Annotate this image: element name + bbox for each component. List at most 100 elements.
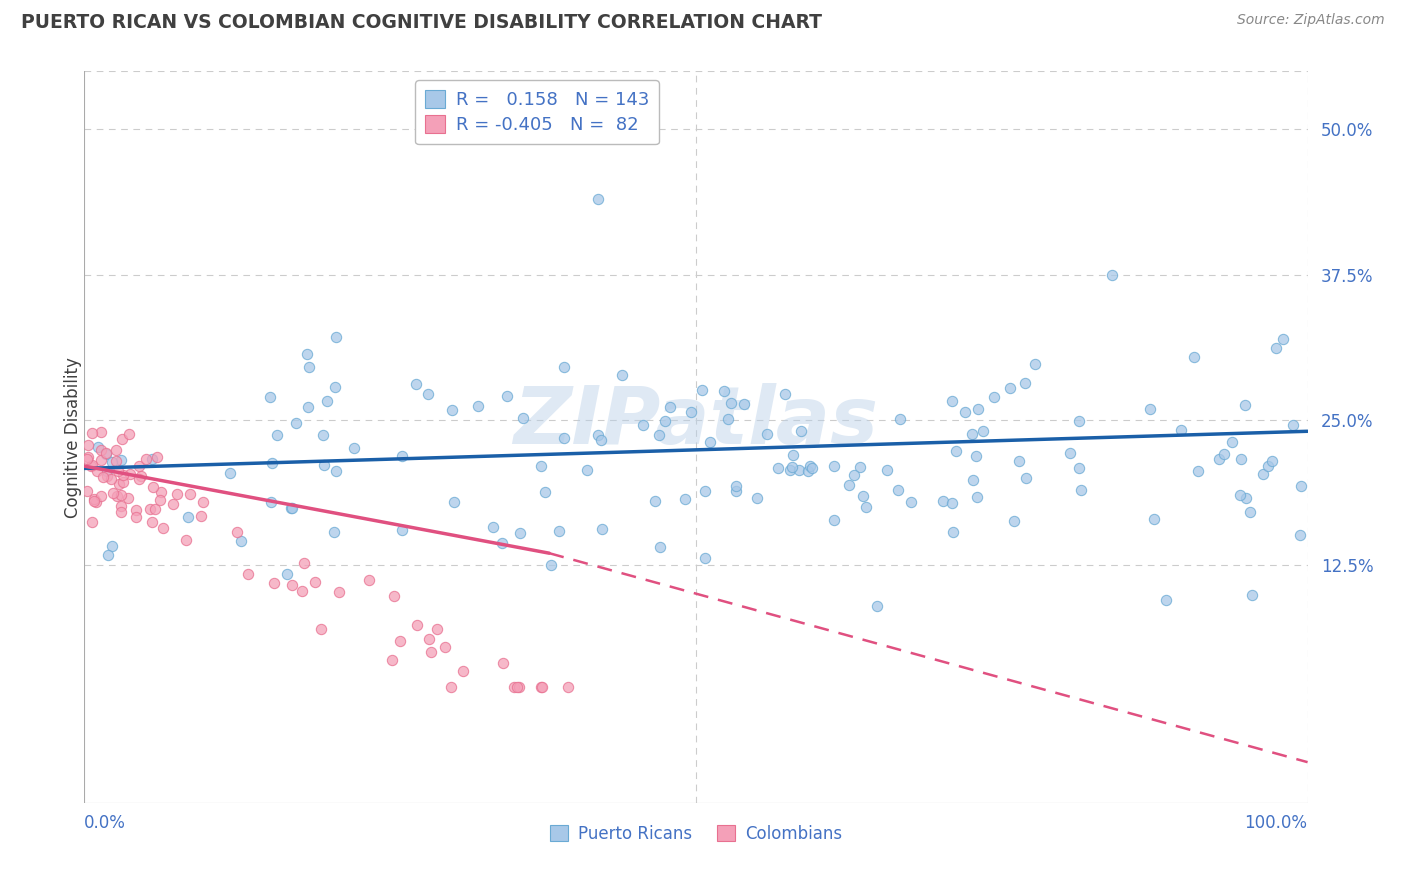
Point	[733, 397, 755, 411]
Point	[1101, 268, 1123, 282]
Point	[966, 490, 988, 504]
Point	[508, 680, 530, 694]
Point	[90, 443, 112, 458]
Point	[1059, 445, 1081, 459]
Point	[312, 428, 335, 442]
Point	[110, 500, 132, 514]
Text: 0.0%: 0.0%	[84, 814, 127, 832]
Point	[391, 523, 413, 537]
Point	[983, 390, 1005, 404]
Point	[443, 494, 465, 508]
Point	[152, 521, 174, 535]
Point	[932, 494, 955, 508]
Point	[849, 460, 872, 475]
Point	[799, 458, 821, 473]
Point	[100, 540, 122, 554]
Point	[80, 458, 103, 473]
Point	[104, 443, 127, 458]
Point	[972, 424, 994, 438]
Point	[1014, 376, 1036, 390]
Point	[673, 491, 696, 506]
Point	[557, 680, 579, 694]
Point	[512, 410, 534, 425]
Point	[553, 360, 575, 375]
Point	[343, 441, 366, 455]
Point	[418, 632, 440, 646]
Point	[693, 551, 716, 566]
Point	[789, 424, 811, 438]
Point	[135, 452, 157, 467]
Point	[311, 622, 333, 636]
Point	[889, 412, 911, 426]
Point	[1239, 505, 1261, 519]
Point	[76, 483, 98, 498]
Point	[756, 426, 779, 441]
Point	[509, 525, 531, 540]
Point	[426, 622, 449, 636]
Point	[1139, 401, 1161, 416]
Point	[679, 405, 702, 419]
Point	[941, 394, 963, 409]
Point	[1070, 483, 1092, 497]
Point	[1251, 467, 1274, 482]
Point	[90, 489, 112, 503]
Legend: Puerto Ricans, Colombians: Puerto Ricans, Colombians	[543, 818, 849, 849]
Point	[96, 464, 118, 478]
Point	[323, 380, 346, 394]
Point	[77, 438, 100, 452]
Point	[166, 487, 188, 501]
Point	[176, 533, 198, 547]
Point	[440, 680, 463, 694]
Point	[838, 478, 860, 492]
Point	[125, 510, 148, 524]
Point	[146, 450, 169, 464]
Point	[125, 503, 148, 517]
Point	[900, 495, 922, 509]
Point	[322, 524, 344, 539]
Point	[1187, 463, 1209, 477]
Point	[1024, 357, 1046, 371]
Point	[1281, 417, 1303, 432]
Point	[76, 450, 98, 465]
Point	[118, 426, 141, 441]
Point	[699, 435, 721, 450]
Point	[297, 400, 319, 414]
Point	[285, 416, 308, 430]
Point	[190, 508, 212, 523]
Point	[94, 446, 117, 460]
Point	[787, 463, 810, 477]
Point	[148, 492, 170, 507]
Point	[359, 574, 381, 588]
Point	[633, 417, 655, 432]
Point	[1067, 461, 1090, 475]
Point	[260, 456, 283, 470]
Point	[179, 487, 201, 501]
Point	[117, 491, 139, 505]
Point	[143, 502, 166, 516]
Point	[745, 491, 768, 505]
Point	[83, 492, 105, 507]
Point	[1257, 458, 1279, 473]
Text: PUERTO RICAN VS COLOMBIAN COGNITIVE DISABILITY CORRELATION CHART: PUERTO RICAN VS COLOMBIAN COGNITIVE DISA…	[21, 13, 823, 32]
Point	[768, 460, 790, 475]
Point	[325, 464, 347, 478]
Point	[315, 394, 337, 409]
Point	[1234, 491, 1257, 505]
Point	[962, 473, 984, 487]
Point	[325, 330, 347, 344]
Point	[76, 452, 98, 467]
Point	[150, 484, 173, 499]
Point	[506, 680, 529, 694]
Point	[110, 488, 132, 502]
Point	[713, 384, 735, 399]
Point	[610, 368, 633, 382]
Point	[107, 477, 129, 491]
Point	[1265, 341, 1288, 355]
Point	[467, 400, 489, 414]
Point	[648, 540, 671, 554]
Point	[1229, 488, 1251, 502]
Point	[553, 431, 575, 445]
Point	[575, 463, 598, 477]
Point	[779, 463, 801, 477]
Point	[382, 590, 405, 604]
